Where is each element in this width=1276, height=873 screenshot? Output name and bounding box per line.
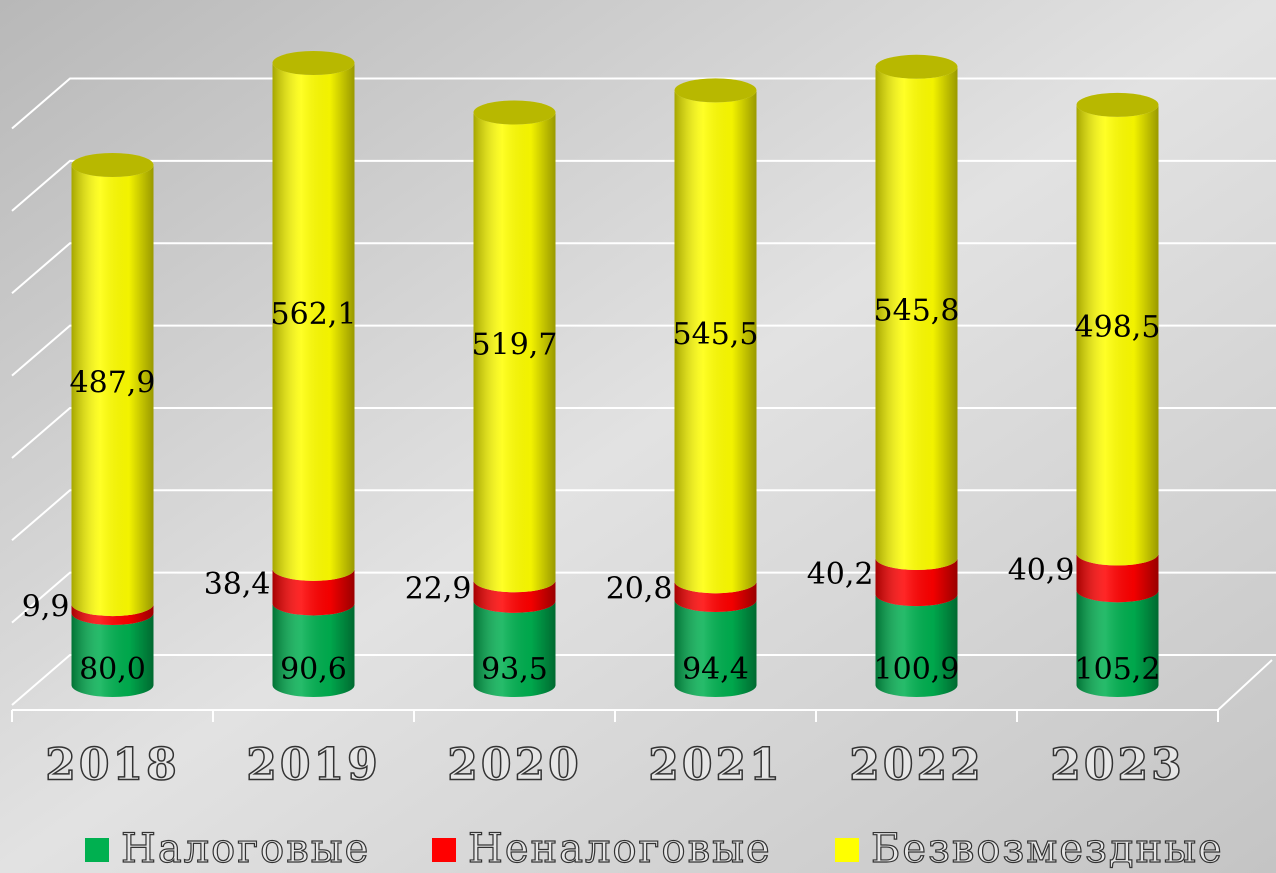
x-tick-label: 2022 bbox=[849, 740, 983, 791]
x-tick-label: 2021 bbox=[648, 740, 782, 791]
bar-shading bbox=[71, 613, 154, 697]
legend-swatch bbox=[85, 838, 109, 862]
data-label: 487,9 bbox=[70, 366, 156, 401]
bar-shading bbox=[875, 558, 958, 607]
bar-shading bbox=[875, 594, 958, 697]
legend-label: Неналоговые bbox=[468, 826, 772, 872]
bar-top bbox=[272, 51, 355, 76]
data-label: 498,5 bbox=[1075, 310, 1161, 345]
bar-shading bbox=[272, 568, 355, 616]
data-label: 94,4 bbox=[682, 652, 749, 687]
bar-shading bbox=[875, 66, 958, 570]
bar-top-shade bbox=[875, 54, 958, 79]
data-label: 93,5 bbox=[481, 652, 548, 687]
data-label: 22,9 bbox=[405, 572, 472, 607]
data-label: 20,8 bbox=[606, 572, 673, 607]
bar-shading bbox=[473, 580, 556, 613]
legend-label: Безвозмездные bbox=[871, 826, 1224, 872]
grid-line bbox=[11, 571, 1276, 624]
data-label: 38,4 bbox=[204, 567, 271, 602]
grid-line bbox=[11, 159, 1276, 212]
bar-top bbox=[875, 54, 958, 79]
grid-line bbox=[11, 324, 1276, 377]
bar-shading bbox=[71, 604, 154, 625]
bar-shading bbox=[473, 112, 556, 593]
bar-top-shade bbox=[674, 78, 757, 103]
x-tick-label: 2019 bbox=[246, 740, 380, 791]
grid-line bbox=[11, 242, 1276, 295]
legend-label: Налоговые bbox=[121, 826, 370, 872]
grid-line bbox=[11, 77, 1276, 130]
bar-top bbox=[1076, 92, 1159, 117]
bar-top-shade bbox=[272, 51, 355, 76]
bar-shading bbox=[674, 600, 757, 697]
bar-shading bbox=[674, 581, 757, 613]
legend-swatch bbox=[835, 838, 859, 862]
bar-top-shade bbox=[1076, 92, 1159, 117]
data-label: 519,7 bbox=[472, 327, 558, 362]
x-tick-label: 2023 bbox=[1050, 740, 1184, 791]
bar-shading bbox=[1076, 104, 1159, 566]
data-label: 90,6 bbox=[280, 652, 347, 687]
bar-shading bbox=[1076, 553, 1159, 603]
data-label: 40,9 bbox=[1008, 553, 1075, 588]
data-label: 545,5 bbox=[673, 317, 759, 352]
data-label: 105,2 bbox=[1075, 652, 1161, 687]
bar-top bbox=[71, 152, 154, 177]
grid-line bbox=[11, 489, 1276, 542]
bar-shading bbox=[272, 63, 355, 581]
bar-shading bbox=[1076, 590, 1159, 697]
data-label: 545,8 bbox=[874, 293, 960, 328]
x-tick-label: 2020 bbox=[447, 740, 581, 791]
grid-line bbox=[11, 654, 1276, 706]
bar-shading bbox=[272, 603, 355, 697]
bar-shading bbox=[71, 164, 154, 617]
data-label: 100,9 bbox=[874, 652, 960, 687]
data-label: 40,2 bbox=[807, 557, 874, 592]
data-label: 562,1 bbox=[271, 297, 357, 332]
grid-line bbox=[11, 406, 1276, 459]
bar-top bbox=[674, 78, 757, 103]
bar-shading bbox=[473, 600, 556, 697]
data-label: 80,0 bbox=[79, 652, 146, 687]
legend-swatch bbox=[432, 838, 456, 862]
data-label: 9,9 bbox=[22, 590, 70, 625]
bar-shading bbox=[674, 90, 757, 594]
bar-top-shade bbox=[473, 100, 556, 125]
bar-top bbox=[473, 100, 556, 125]
bar-top-shade bbox=[71, 152, 154, 177]
x-tick-label: 2018 bbox=[45, 740, 179, 791]
